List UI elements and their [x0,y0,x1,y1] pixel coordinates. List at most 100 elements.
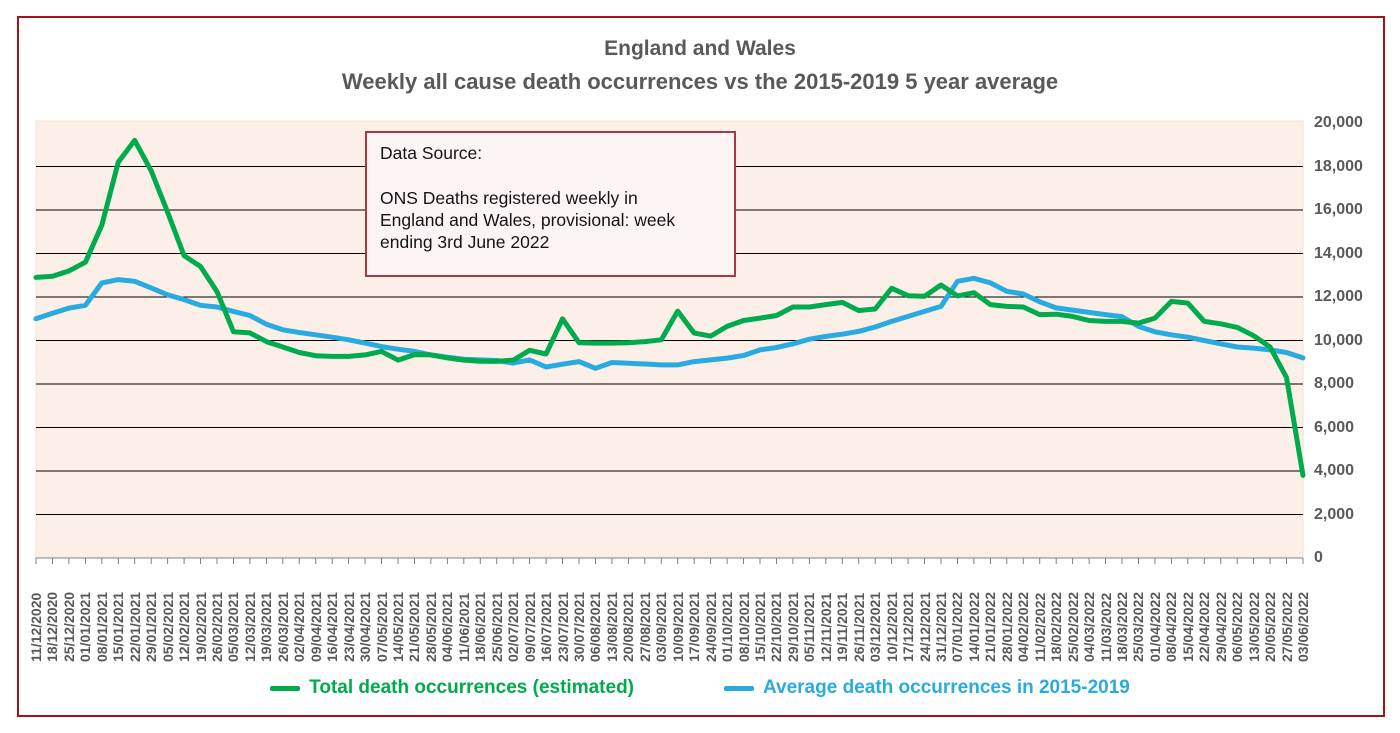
data-source-spacer [380,164,721,187]
legend-item-total: Total death occurrences (estimated) [270,677,634,699]
x-tick-label: 18/06/2021 [472,591,489,662]
x-tick-label: 09/04/2021 [307,591,324,662]
x-tick-label: 30/07/2021 [571,591,587,662]
data-source-box: Data Source: ONS Deaths registered weekl… [365,131,736,277]
x-tick-label: 04/03/2022 [1081,591,1098,662]
x-tick-label: 13/05/2022 [1245,591,1262,662]
x-tick-label: 19/03/2021 [258,591,275,662]
x-tick-label: 14/05/2021 [390,591,406,662]
x-tick-label: 02/07/2021 [505,591,522,662]
x-tick-label: 26/02/2021 [209,591,225,662]
x-tick-label: 09/07/2021 [521,591,538,662]
y-tick-label: 16,000 [1314,201,1363,218]
x-tick-label: 27/05/2022 [1278,591,1295,662]
legend: Total death occurrences (estimated) Aver… [0,677,1400,699]
x-tick-label: 10/09/2021 [669,591,686,662]
x-tick-label: 24/12/2021 [916,591,933,662]
x-tick-label: 23/07/2021 [554,591,571,662]
y-tick-label: 10,000 [1314,331,1363,349]
x-tick-label: 18/12/2020 [44,591,61,662]
x-tick-label: 31/12/2021 [933,591,949,662]
x-tick-label: 23/04/2021 [340,591,357,662]
x-tick-label: 03/06/2022 [1295,591,1311,662]
legend-swatch-total-line [270,685,301,691]
x-tick-label: 01/01/2021 [77,591,94,662]
x-tick-label: 24/09/2021 [702,591,719,662]
chart-title-line1: England and Wales [604,37,796,60]
x-tick-label: 11/06/2021 [455,592,472,662]
x-tick-label: 20/05/2022 [1262,591,1279,662]
x-tick-label: 12/02/2021 [176,591,193,662]
x-tick-label: 21/05/2021 [406,591,423,662]
x-tick-label: 03/09/2021 [653,591,670,662]
x-tick-label: 08/10/2021 [735,591,752,662]
x-tick-label: 06/05/2022 [1229,591,1246,662]
x-tick-label: 14/01/2022 [965,591,982,662]
legend-swatch-average-line [724,685,755,691]
y-tick-label: 20,000 [1314,114,1363,131]
x-tick-label: 08/01/2021 [93,591,110,662]
x-tick-label: 28/01/2022 [998,591,1015,662]
series-line-total [33,137,1306,478]
x-tick-label: 26/03/2021 [274,591,291,662]
x-tick-label: 25/02/2022 [1064,591,1081,662]
x-tick-label: 13/08/2021 [603,591,620,662]
x-tick-label: 25/06/2021 [488,591,505,662]
x-tick-label: 15/01/2021 [110,591,127,662]
x-tick-label: 18/03/2022 [1114,591,1130,662]
x-tick-label: 16/04/2021 [324,591,341,662]
figure-border [17,16,1385,717]
legend-item-average: Average death occurrences in 2015-2019 [724,677,1130,699]
x-tick-label: 29/01/2021 [143,591,160,662]
x-tick-label: 18/02/2022 [1048,591,1065,662]
x-tick-label: 26/11/2021 [850,592,867,662]
x-tick-label: 07/05/2021 [373,591,390,662]
x-tick-label: 11/12/2020 [28,592,44,662]
data-source-body: ONS Deaths registered weekly in England … [380,188,676,252]
x-tick-label: 22/04/2022 [1196,591,1213,662]
x-tick-label: 03/12/2021 [867,591,884,662]
x-tick-label: 27/08/2021 [636,591,653,662]
y-tick-label: 12,000 [1314,288,1363,305]
chart-title: England and Wales Weekly all cause death… [0,36,1400,96]
y-tick-label: 6,000 [1314,418,1355,436]
x-tick-label: 25/12/2020 [60,591,77,662]
x-tick-label: 19/02/2021 [192,591,209,662]
x-tick-label: 06/08/2021 [587,591,604,662]
x-tick-label: 29/10/2021 [784,591,801,662]
x-tick-label: 10/12/2021 [883,591,900,662]
x-tick-label: 01/04/2022 [1146,591,1163,662]
y-tick-label: 18,000 [1314,157,1363,175]
x-tick-label: 16/07/2021 [538,591,555,662]
legend-label-total: Total death occurrences (estimated) [309,677,635,698]
legend-label-average: Average death occurrences in 2015-2019 [763,677,1130,698]
x-tick-label: 05/11/2021 [801,592,818,662]
y-tick-label: 4,000 [1314,462,1355,479]
x-tick-label: 07/01/2022 [949,591,966,662]
x-tick-label: 11/02/2022 [1031,592,1048,662]
chart-title-line2: Weekly all cause death occurrences vs th… [341,69,1059,94]
x-tick-label: 04/06/2021 [439,591,456,662]
y-tick-label: 0 [1314,549,1323,566]
x-tick-label: 29/04/2022 [1212,591,1229,662]
x-tick-label: 05/02/2021 [159,591,176,662]
x-tick-label: 22/01/2021 [126,591,143,662]
data-source-heading: Data Source: [380,143,483,163]
x-tick-label: 28/05/2021 [422,591,439,662]
y-tick-label: 2,000 [1314,505,1355,523]
y-tick-label: 14,000 [1314,244,1363,262]
x-tick-label: 19/11/2021 [834,592,851,662]
x-tick-label: 11/03/2022 [1097,592,1114,662]
x-tick-label: 04/02/2022 [1015,591,1032,662]
x-tick-label: 21/01/2022 [982,591,999,662]
x-tick-label: 05/03/2021 [225,591,242,662]
x-tick-label: 22/10/2021 [768,591,785,662]
y-tick-label: 8,000 [1314,375,1355,392]
x-tick-label: 17/12/2021 [900,591,917,662]
series-line-average [33,275,1306,371]
x-tick-label: 01/10/2021 [719,591,736,662]
x-tick-label: 12/03/2021 [241,591,258,662]
x-tick-label: 15/10/2021 [752,591,768,662]
x-tick-label: 17/09/2021 [686,591,703,662]
